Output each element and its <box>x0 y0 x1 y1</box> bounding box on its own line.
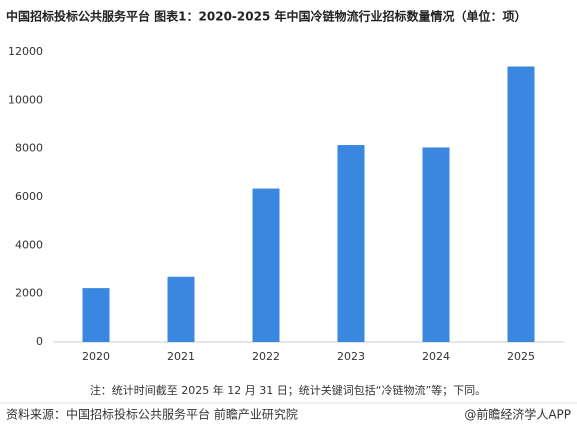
credit: @前瞻经济学人APP <box>464 407 571 422</box>
bar <box>337 145 365 342</box>
bar <box>507 66 535 342</box>
x-tick-label: 2024 <box>422 350 450 363</box>
note: 注：统计时间截至 2025 年 12 月 31 日；统计关键词包括“冷链物流”等… <box>90 383 486 397</box>
source: 资料来源：中国招标投标公共服务平台 前瞻产业研究院 <box>6 407 298 422</box>
x-tick-label: 2025 <box>507 350 535 363</box>
y-tick-label: 2000 <box>15 287 43 300</box>
bar <box>252 188 280 342</box>
y-tick-label: 10000 <box>8 93 43 106</box>
y-tick-label: 0 <box>36 335 43 348</box>
x-tick-label: 2022 <box>252 350 280 363</box>
bar <box>422 147 450 342</box>
bar <box>167 276 195 342</box>
y-tick-label: 4000 <box>15 238 43 251</box>
y-tick-label: 12000 <box>8 45 43 58</box>
x-tick-label: 2021 <box>167 350 195 363</box>
bar <box>82 288 110 342</box>
y-tick-label: 8000 <box>15 142 43 155</box>
y-tick-label: 6000 <box>15 190 43 203</box>
x-tick-label: 2020 <box>82 350 110 363</box>
x-tick-label: 2023 <box>337 350 365 363</box>
chart-title: 中国招标投标公共服务平台 图表1：2020-2025 年中国冷链物流行业招标数量… <box>6 9 527 24</box>
